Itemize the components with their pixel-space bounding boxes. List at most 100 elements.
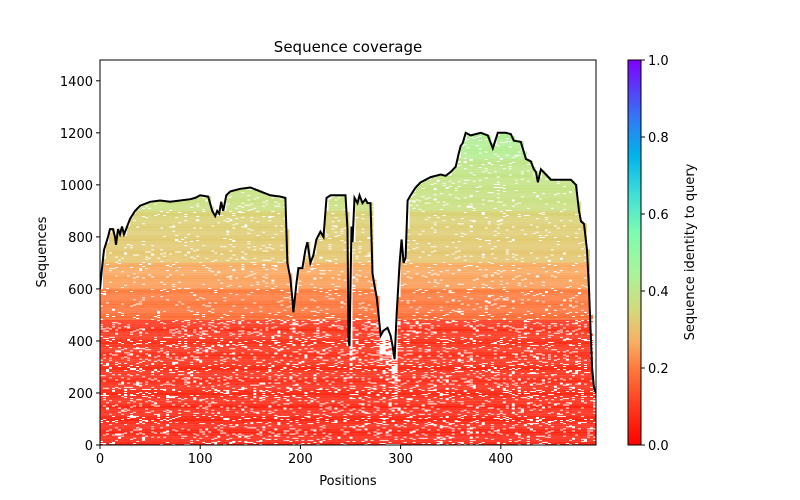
- coverage-row-segment: [406, 247, 416, 249]
- coverage-row-segment: [148, 358, 176, 360]
- coverage-row-segment: [199, 313, 203, 315]
- coverage-row-segment: [118, 322, 161, 324]
- coverage-row-segment: [205, 210, 215, 212]
- coverage-row-segment: [514, 420, 521, 422]
- coverage-row-segment: [328, 312, 350, 314]
- coverage-row-segment: [451, 172, 470, 174]
- coverage-row-segment: [457, 321, 464, 323]
- coverage-row-segment: [493, 192, 533, 194]
- coverage-row-segment: [172, 266, 230, 268]
- coverage-row-segment: [385, 384, 395, 386]
- coverage-row-segment: [439, 217, 485, 219]
- coverage-row-segment: [259, 234, 290, 236]
- coverage-row-segment: [409, 214, 482, 216]
- coverage-row-segment: [256, 207, 287, 209]
- coverage-row-segment: [526, 333, 536, 335]
- coverage-row-segment: [307, 348, 311, 350]
- coverage-row-segment: [139, 374, 152, 376]
- coverage-row-segment: [418, 308, 458, 310]
- coverage-row-segment: [199, 235, 290, 237]
- coverage-row-segment: [403, 438, 413, 440]
- coverage-row-segment: [475, 221, 488, 223]
- coverage-row-segment: [472, 203, 482, 205]
- coverage-row-segment: [361, 361, 368, 363]
- coverage-row-segment: [578, 373, 593, 375]
- coverage-row-segment: [472, 159, 530, 161]
- coverage-row-segment: [418, 273, 434, 275]
- coverage-row-segment: [532, 351, 557, 353]
- coverage-row-segment: [307, 381, 332, 383]
- coverage-row-segment: [499, 155, 515, 157]
- coverage-row-segment: [581, 343, 590, 345]
- coverage-row-segment: [265, 335, 272, 337]
- coverage-row-segment: [184, 359, 197, 361]
- coverage-row-segment: [310, 336, 317, 338]
- coverage-row-segment: [100, 308, 112, 310]
- coverage-row-segment: [397, 403, 428, 405]
- coverage-row-segment: [127, 432, 140, 434]
- coverage-row-segment: [316, 249, 344, 251]
- coverage-row-segment: [130, 221, 227, 223]
- coverage-row-segment: [460, 198, 539, 200]
- coverage-row-segment: [451, 173, 521, 175]
- coverage-row-segment: [322, 309, 350, 311]
- coverage-row-segment: [325, 320, 338, 322]
- coverage-row-segment: [190, 405, 200, 407]
- coverage-row-segment: [578, 323, 590, 325]
- coverage-row-segment: [229, 409, 242, 411]
- coverage-row-segment: [505, 378, 509, 380]
- coverage-row-segment: [100, 396, 121, 398]
- coverage-row-segment: [235, 213, 278, 215]
- coverage-row-segment: [397, 438, 401, 440]
- coverage-row-segment: [262, 361, 278, 363]
- coverage-row-segment: [493, 316, 572, 318]
- coverage-row-segment: [538, 322, 575, 324]
- coverage-row-segment: [214, 308, 326, 310]
- coverage-row-segment: [587, 438, 596, 440]
- coverage-row-segment: [397, 349, 425, 351]
- coverage-row-segment: [151, 355, 158, 357]
- coverage-row-segment: [418, 407, 476, 409]
- coverage-row-segment: [169, 425, 218, 427]
- coverage-row-segment: [328, 235, 335, 237]
- coverage-row-segment: [109, 316, 112, 318]
- coverage-row-segment: [157, 316, 203, 318]
- coverage-row-segment: [463, 303, 476, 305]
- coverage-row-segment: [235, 333, 239, 335]
- coverage-row-segment: [454, 442, 461, 444]
- coverage-row-segment: [460, 153, 494, 155]
- coverage-row-segment: [487, 414, 596, 416]
- coverage-row-segment: [124, 382, 127, 384]
- coverage-row-segment: [199, 216, 263, 218]
- coverage-row-segment: [406, 235, 461, 237]
- coverage-row-segment: [124, 419, 139, 421]
- coverage-row-segment: [460, 428, 467, 430]
- coverage-row-segment: [442, 425, 455, 427]
- coverage-row-segment: [109, 232, 115, 234]
- coverage-row-segment: [514, 253, 563, 255]
- coverage-row-segment: [505, 216, 518, 218]
- coverage-row-segment: [578, 371, 593, 373]
- coverage-row-segment: [463, 442, 479, 444]
- coverage-row-segment: [319, 391, 335, 393]
- coverage-row-segment: [130, 223, 143, 225]
- coverage-row-segment: [415, 421, 443, 423]
- coverage-row-segment: [211, 302, 215, 304]
- coverage-row-segment: [445, 201, 497, 203]
- coverage-row-segment: [352, 328, 362, 330]
- coverage-row-segment: [289, 399, 314, 401]
- coverage-row-segment: [343, 326, 347, 328]
- coverage-row-segment: [109, 430, 167, 432]
- coverage-row-segment: [538, 358, 548, 360]
- coverage-row-segment: [415, 377, 422, 379]
- coverage-row-segment: [199, 349, 206, 351]
- coverage-row-segment: [385, 397, 395, 399]
- coverage-row-segment: [247, 436, 287, 438]
- coverage-row-segment: [124, 409, 127, 411]
- coverage-row-segment: [487, 437, 521, 439]
- coverage-row-segment: [142, 382, 188, 384]
- coverage-row-segment: [355, 353, 368, 355]
- coverage-row-segment: [550, 259, 584, 261]
- coverage-row-segment: [487, 395, 500, 397]
- coverage-row-segment: [124, 349, 145, 351]
